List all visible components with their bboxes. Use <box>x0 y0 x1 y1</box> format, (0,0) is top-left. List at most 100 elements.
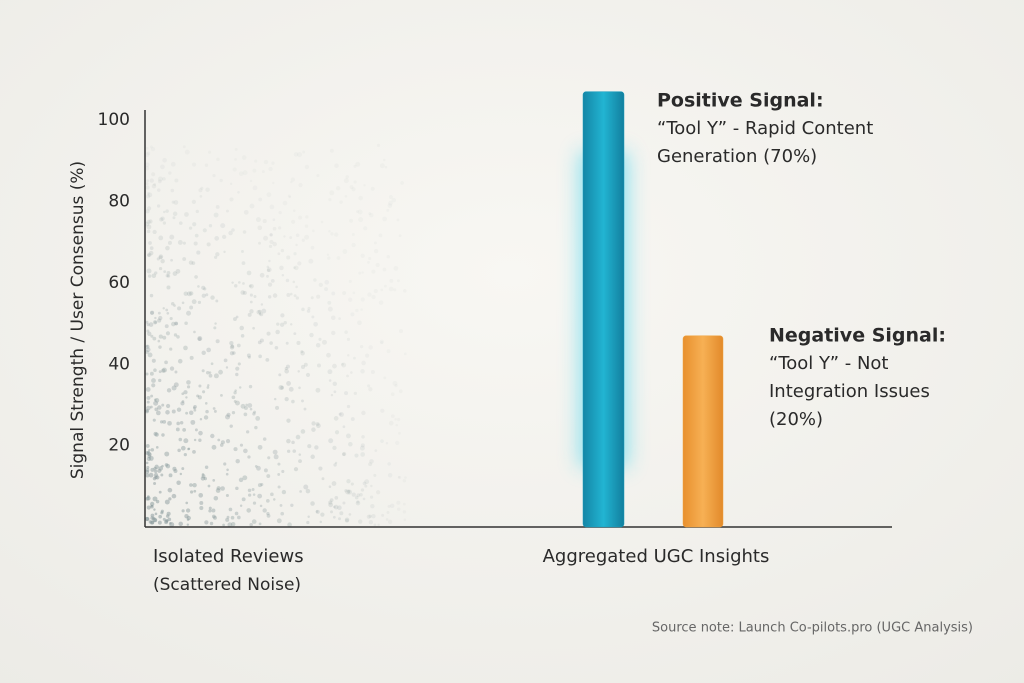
noise-dot <box>386 208 390 212</box>
noise-dot <box>158 378 162 383</box>
noise-dot <box>204 465 209 469</box>
noise-dot <box>187 447 190 451</box>
noise-dot <box>231 281 234 284</box>
noise-dot <box>174 321 178 326</box>
noise-dot <box>260 303 264 306</box>
noise-dot <box>266 513 271 518</box>
noise-dot <box>178 437 183 442</box>
noise-dot <box>197 336 203 341</box>
noise-dot <box>257 309 262 314</box>
noise-dot <box>225 472 229 476</box>
noise-dot <box>144 221 150 227</box>
noise-dot <box>295 434 301 440</box>
noise-dot <box>154 475 158 479</box>
noise-dot <box>334 163 339 169</box>
noise-dot <box>153 368 157 372</box>
noise-dot <box>173 200 179 205</box>
noise-dot <box>184 149 190 155</box>
noise-dot <box>283 320 287 325</box>
noise-dot <box>395 423 399 427</box>
noise-dot <box>167 517 172 522</box>
noise-dot <box>211 514 216 519</box>
noise-dot <box>389 278 394 283</box>
noise-dot <box>252 493 256 496</box>
noise-dot <box>154 320 157 324</box>
noise-dot <box>386 255 390 259</box>
noise-dot <box>249 309 254 314</box>
noise-dot <box>344 489 348 493</box>
noise-dot <box>296 340 301 345</box>
noise-dot <box>149 178 154 183</box>
noise-dot <box>174 321 179 326</box>
noise-dot <box>198 384 202 388</box>
noise-dot <box>154 464 159 470</box>
noise-dot <box>201 293 206 298</box>
noise-dot <box>156 204 161 208</box>
noise-dot <box>278 373 282 377</box>
noise-dot <box>272 226 277 231</box>
noise-dot <box>300 350 305 356</box>
noise-dot <box>169 234 175 240</box>
noise-dot <box>252 412 256 416</box>
noise-dot <box>232 351 236 355</box>
noise-dot <box>185 501 189 505</box>
noise-dot <box>275 405 280 410</box>
noise-dot <box>150 505 154 509</box>
noise-dot <box>313 321 318 327</box>
noise-dot <box>368 256 372 261</box>
noise-dot <box>197 395 202 400</box>
noise-dot <box>368 345 373 350</box>
noise-dot <box>373 523 377 527</box>
noise-dot <box>150 334 154 338</box>
noise-dot <box>396 218 400 222</box>
noise-dot <box>345 433 351 439</box>
noise-dot <box>199 501 204 505</box>
noise-dot <box>201 350 206 356</box>
noise-dot <box>171 409 176 414</box>
noise-dot <box>154 316 157 320</box>
noise-dot <box>147 252 152 257</box>
noise-dot <box>183 291 188 296</box>
noise-dot <box>205 409 209 414</box>
noise-dot <box>186 291 192 297</box>
noise-dot <box>261 308 267 314</box>
noise-dot <box>149 293 154 298</box>
noise-dot <box>249 293 253 297</box>
noise-dot <box>313 278 317 282</box>
noise-dot <box>201 473 205 476</box>
noise-dot <box>158 514 162 519</box>
noise-dot <box>327 369 333 375</box>
noise-dot <box>145 320 149 324</box>
noise-dot <box>266 192 272 198</box>
noise-dot <box>206 386 210 389</box>
noise-dot <box>222 523 225 527</box>
noise-dot <box>369 459 374 464</box>
noise-dot <box>387 519 393 525</box>
noise-dot <box>353 391 357 396</box>
noise-dot <box>198 493 204 498</box>
noise-dot <box>164 360 168 365</box>
noise-dot <box>233 391 237 395</box>
noise-dot <box>203 477 207 481</box>
noise-dot <box>302 150 306 154</box>
noise-dot <box>326 352 331 358</box>
noise-dot <box>266 268 271 273</box>
noise-dot <box>251 488 255 491</box>
noise-dot <box>379 339 384 344</box>
noise-dot <box>183 345 188 351</box>
noise-dot <box>304 224 309 228</box>
noise-dot <box>150 467 155 472</box>
noise-dot <box>241 497 246 502</box>
noise-dot <box>367 292 372 297</box>
noise-dot <box>212 174 216 178</box>
noise-dot <box>237 190 240 194</box>
noise-dot <box>306 520 310 525</box>
noise-dot <box>286 381 291 386</box>
noise-dot <box>327 306 333 312</box>
noise-dot <box>324 279 330 285</box>
noise-dot <box>361 435 365 439</box>
noise-dot <box>300 350 304 354</box>
noise-dot <box>192 482 197 488</box>
noise-dot <box>199 418 203 421</box>
noise-dot <box>291 399 295 404</box>
